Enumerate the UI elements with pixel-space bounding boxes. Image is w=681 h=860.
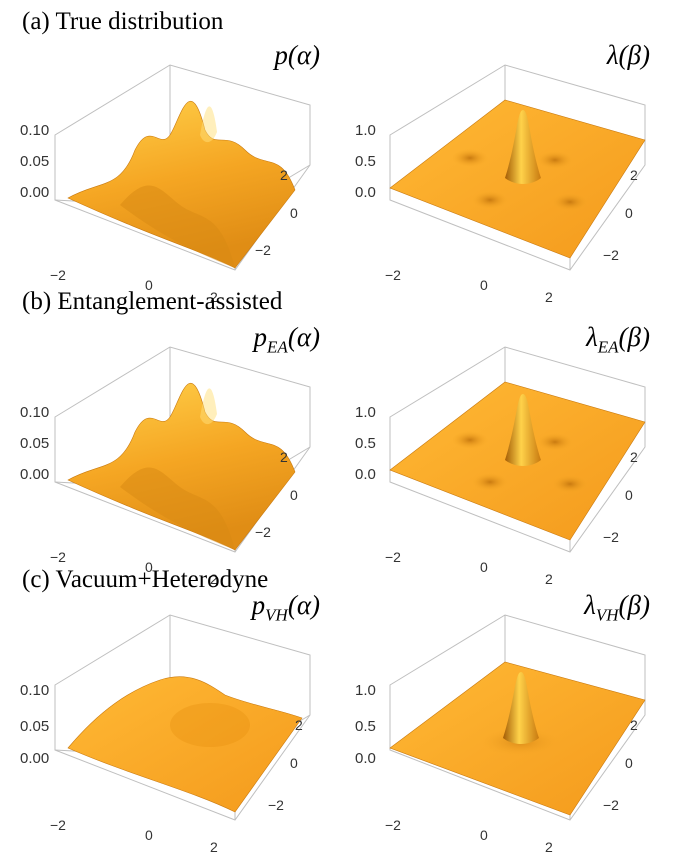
plot-lambda-ea-beta: −2 0 2 2 0 −2 1.0 0.5 0.0 λEA(β) (345, 322, 675, 592)
z-tick: 0.00 (20, 750, 50, 767)
z-tick: 1.0 (355, 682, 376, 699)
x-tick: −2 (50, 817, 66, 833)
y-tick: 0 (290, 755, 298, 771)
plot-p-alpha: −2 0 2 2 0 −2 0.10 0.05 0.00 p(α) (10, 40, 340, 310)
z-tick: 0.0 (355, 466, 376, 483)
x-tick: 2 (545, 289, 553, 305)
y-tick: −2 (268, 797, 284, 813)
x-tick: 0 (480, 559, 488, 575)
z-tick: 0.05 (20, 153, 50, 170)
z-tick: 0.00 (20, 184, 50, 201)
x-tick: 2 (545, 839, 553, 855)
y-tick: 2 (630, 717, 638, 733)
central-peak (503, 672, 539, 744)
z-tick: 0.00 (20, 466, 50, 483)
y-tick: 2 (630, 167, 638, 183)
y-tick: 2 (280, 449, 288, 465)
y-tick: −2 (255, 242, 271, 258)
x-tick: 0 (145, 559, 153, 575)
y-tick: −2 (603, 797, 619, 813)
function-label: λ(β) (606, 40, 650, 70)
z-tick: 0.05 (20, 435, 50, 452)
x-tick: 0 (145, 277, 153, 293)
z-tick: 1.0 (355, 404, 376, 421)
z-tick: 0.10 (20, 122, 50, 139)
x-tick: 0 (480, 277, 488, 293)
z-tick: 0.10 (20, 404, 50, 421)
y-tick: 2 (280, 167, 288, 183)
function-label: pEA(α) (253, 322, 320, 357)
z-tick: 0.0 (355, 750, 376, 767)
x-tick: −2 (385, 549, 401, 565)
plot-p-vh-alpha: −2 0 2 2 0 −2 0.10 0.05 0.00 pVH(α) (10, 590, 340, 860)
section-title-a: (a) True distribution (22, 8, 224, 35)
x-tick: 0 (480, 827, 488, 843)
x-tick: −2 (385, 267, 401, 283)
plot-lambda-vh-beta: −2 0 2 2 0 −2 1.0 0.5 0.0 λVH(β) (345, 590, 675, 860)
x-tick: −2 (385, 817, 401, 833)
x-tick: −2 (50, 267, 66, 283)
x-tick: 2 (210, 839, 218, 855)
function-label: p(α) (274, 40, 320, 70)
z-tick: 1.0 (355, 122, 376, 139)
central-peak (505, 110, 541, 184)
function-label: pVH(α) (251, 590, 320, 625)
central-peak (505, 394, 541, 466)
z-tick: 0.5 (355, 718, 376, 735)
plot-lambda-beta: −2 0 2 2 0 −2 1.0 0.5 0.0 λ(β) (345, 40, 675, 310)
distribution-surface (67, 676, 303, 813)
section-title-c: (c) Vacuum+Heterodyne (22, 566, 269, 593)
section-title-b: (b) Entanglement-assisted (22, 288, 283, 315)
function-label: λVH(β) (584, 590, 650, 625)
plot-p-ea-alpha: −2 0 2 2 0 −2 0.10 0.05 0.00 pEA(α) (10, 322, 340, 592)
x-tick: 2 (210, 571, 218, 587)
y-tick: 0 (625, 755, 633, 771)
y-tick: 2 (630, 449, 638, 465)
y-tick: −2 (603, 529, 619, 545)
z-tick: 0.10 (20, 682, 50, 699)
y-tick: 0 (290, 487, 298, 503)
y-tick: 0 (290, 205, 298, 221)
x-tick: 0 (145, 827, 153, 843)
z-tick: 0.0 (355, 184, 376, 201)
y-tick: −2 (603, 247, 619, 263)
z-tick: 0.5 (355, 153, 376, 170)
z-tick: 0.05 (20, 718, 50, 735)
y-tick: 0 (625, 205, 633, 221)
y-tick: 0 (625, 487, 633, 503)
x-tick: 2 (545, 571, 553, 587)
y-tick: 2 (295, 717, 303, 733)
z-tick: 0.5 (355, 435, 376, 452)
function-label: λEA(β) (586, 322, 650, 357)
x-tick: 2 (210, 289, 218, 305)
x-tick: −2 (50, 549, 66, 565)
y-tick: −2 (255, 524, 271, 540)
